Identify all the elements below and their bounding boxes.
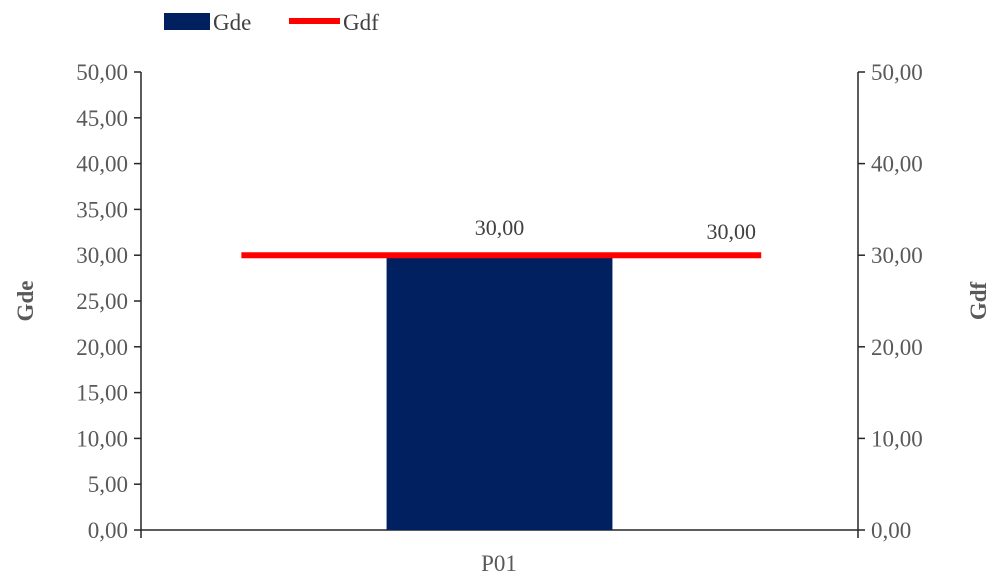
left-y-tick-label: 40,00 xyxy=(76,152,128,177)
right-y-tick-label: 20,00 xyxy=(871,335,923,360)
data-label-gde: 30,00 xyxy=(475,215,525,240)
right-y-axis-title: Gdf xyxy=(966,281,991,320)
right-y-tick-label: 10,00 xyxy=(871,426,923,451)
right-y-axis-ticks: 0,00 10,00 20,00 30,00 40,00 50,00 xyxy=(858,60,923,543)
left-y-tick-label: 15,00 xyxy=(76,381,128,406)
right-y-tick-label: 30,00 xyxy=(871,243,923,268)
legend: Gde Gdf xyxy=(164,10,379,35)
legend-swatch-gde xyxy=(164,13,210,30)
right-y-tick-label: 50,00 xyxy=(871,60,923,85)
data-label-gdf: 30,00 xyxy=(706,219,756,244)
left-y-tick-label: 50,00 xyxy=(76,60,128,85)
bar-gde xyxy=(386,255,613,530)
left-y-tick-label: 35,00 xyxy=(76,197,128,222)
x-tick-label: P01 xyxy=(481,551,517,576)
legend-label-gde: Gde xyxy=(213,10,251,35)
left-y-tick-label: 10,00 xyxy=(76,426,128,451)
left-y-tick-label: 20,00 xyxy=(76,335,128,360)
left-y-tick-label: 0,00 xyxy=(88,518,128,543)
right-y-tick-label: 40,00 xyxy=(871,152,923,177)
data-labels: 30,00 30,00 xyxy=(475,215,756,244)
left-y-tick-label: 25,00 xyxy=(76,289,128,314)
legend-label-gdf: Gdf xyxy=(343,10,379,35)
right-y-tick-label: 0,00 xyxy=(871,518,911,543)
left-y-tick-label: 5,00 xyxy=(88,472,128,497)
left-y-axis-ticks: 0,00 5,00 10,00 15,00 20,00 25,00 30,00 35,00 40… xyxy=(76,60,141,543)
bar-series-gde xyxy=(386,255,613,530)
left-y-tick-label: 30,00 xyxy=(76,243,128,268)
left-y-axis-title: Gde xyxy=(13,281,38,322)
left-y-tick-label: 45,00 xyxy=(76,106,128,131)
